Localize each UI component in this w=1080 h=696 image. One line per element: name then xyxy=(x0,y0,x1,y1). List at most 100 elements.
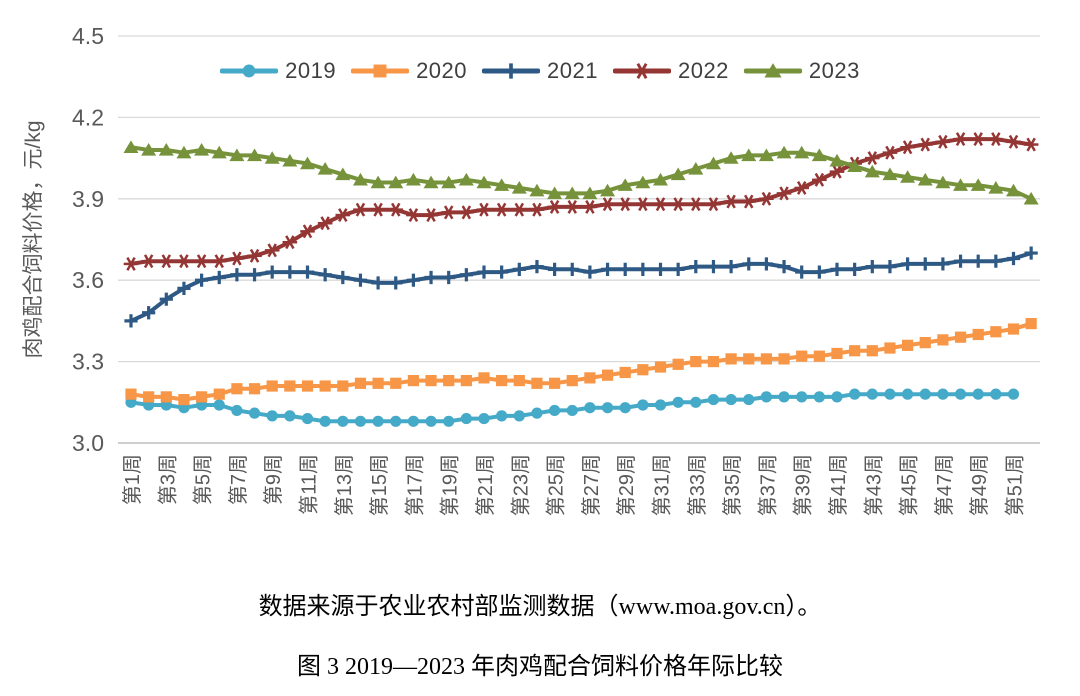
triangle-marker xyxy=(141,143,157,156)
y-tick-label: 3.3 xyxy=(72,349,104,375)
y-tick-label: 3.6 xyxy=(72,267,104,293)
x-tick-label: 第15周 xyxy=(368,454,391,516)
plus-marker xyxy=(989,254,1003,268)
plus-marker xyxy=(512,262,526,276)
x-tick-label: 第39周 xyxy=(792,454,815,516)
triangle-marker xyxy=(1023,191,1039,205)
asterisk-marker xyxy=(143,254,154,269)
plus-marker xyxy=(424,270,438,285)
triangle-marker xyxy=(388,175,404,189)
asterisk-marker xyxy=(302,224,313,239)
square-marker xyxy=(601,369,614,381)
plus-marker xyxy=(848,262,862,276)
square-marker xyxy=(902,339,914,351)
asterisk-marker xyxy=(885,145,895,160)
asterisk-marker xyxy=(355,202,366,217)
square-marker xyxy=(796,350,808,362)
triangle-marker xyxy=(405,172,421,186)
plus-marker xyxy=(124,314,138,328)
plus-marker xyxy=(389,276,403,290)
triangle-marker xyxy=(847,159,863,172)
circle-marker xyxy=(390,415,402,427)
triangle-marker xyxy=(441,175,457,189)
plus-marker xyxy=(230,268,244,282)
plus-marker xyxy=(830,262,844,276)
circle-marker xyxy=(743,393,755,406)
square-marker xyxy=(178,393,190,406)
asterisk-marker xyxy=(638,197,648,212)
square-marker xyxy=(549,377,561,389)
x-tick-label: 第45周 xyxy=(898,454,921,516)
x-tick-label: 第11周 xyxy=(298,454,321,515)
plus-marker xyxy=(901,257,915,271)
asterisk-marker xyxy=(232,251,242,266)
triangle-marker xyxy=(247,148,263,162)
square-marker xyxy=(778,353,790,365)
asterisk-marker xyxy=(602,197,613,212)
plus-marker xyxy=(177,281,191,295)
plus-marker xyxy=(318,268,332,282)
square-marker xyxy=(619,366,631,379)
triangle-marker xyxy=(864,164,880,178)
plus-marker xyxy=(600,262,615,276)
circle-marker xyxy=(566,404,578,417)
circle-marker xyxy=(707,393,720,406)
figure-caption: 图 3 2019—2023 年肉鸡配合饲料价格年际比较 xyxy=(297,654,783,680)
plus-marker xyxy=(724,260,738,274)
square-marker xyxy=(1025,318,1037,330)
plus-marker xyxy=(195,273,209,287)
asterisk-marker xyxy=(461,205,472,220)
circle-marker xyxy=(760,391,773,403)
square-marker xyxy=(831,347,843,360)
plus-marker xyxy=(442,270,456,285)
x-tick-label: 第17周 xyxy=(403,454,426,516)
plus-marker xyxy=(918,257,932,271)
plus-marker xyxy=(689,260,703,274)
circle-marker xyxy=(372,415,384,427)
circle-marker xyxy=(813,391,825,403)
triangle-marker xyxy=(935,175,951,189)
asterisk-marker xyxy=(1008,134,1019,149)
square-marker xyxy=(390,377,402,389)
square-marker xyxy=(478,372,490,384)
plus-marker xyxy=(583,265,597,279)
square-marker xyxy=(496,374,508,387)
plus-marker xyxy=(1006,251,1021,266)
circle-marker xyxy=(301,412,314,425)
triangle-marker xyxy=(953,178,969,191)
asterisk-marker xyxy=(179,254,189,269)
x-tick-label: 第19周 xyxy=(439,454,462,516)
plus-marker xyxy=(406,273,420,287)
x-tick-label: 第21周 xyxy=(474,454,497,516)
triangle-marker xyxy=(300,156,315,170)
y-tick-label: 3.0 xyxy=(72,430,104,456)
triangle-marker xyxy=(970,178,986,191)
triangle-marker xyxy=(794,145,810,159)
y-tick-label: 4.5 xyxy=(72,23,104,49)
x-tick-label: 第35周 xyxy=(721,454,744,516)
asterisk-marker xyxy=(249,248,260,263)
x-tick-label: 第3周 xyxy=(156,454,179,505)
circle-marker xyxy=(990,388,1002,400)
data-source-note: 数据来源于农业农村部监测数据（www.moa.gov.cn）。 xyxy=(258,594,822,620)
asterisk-marker xyxy=(408,208,419,223)
asterisk-marker xyxy=(426,208,436,223)
triangle-marker xyxy=(123,140,139,153)
circle-marker xyxy=(601,402,614,414)
asterisk-marker xyxy=(779,186,789,201)
circle-marker xyxy=(796,391,808,403)
x-tick-label: 第25周 xyxy=(545,454,568,516)
asterisk-marker xyxy=(814,172,825,187)
square-marker xyxy=(319,380,331,392)
plus-marker xyxy=(812,265,826,279)
series-2023 xyxy=(123,140,1039,205)
circle-marker xyxy=(213,399,225,411)
triangle-marker xyxy=(352,172,368,186)
square-marker xyxy=(231,383,243,395)
square-marker xyxy=(196,391,208,403)
triangle-marker xyxy=(176,145,192,159)
asterisk-marker xyxy=(832,164,842,179)
plus-marker xyxy=(477,265,491,279)
plus-marker xyxy=(283,265,297,279)
triangle-marker xyxy=(917,172,933,186)
